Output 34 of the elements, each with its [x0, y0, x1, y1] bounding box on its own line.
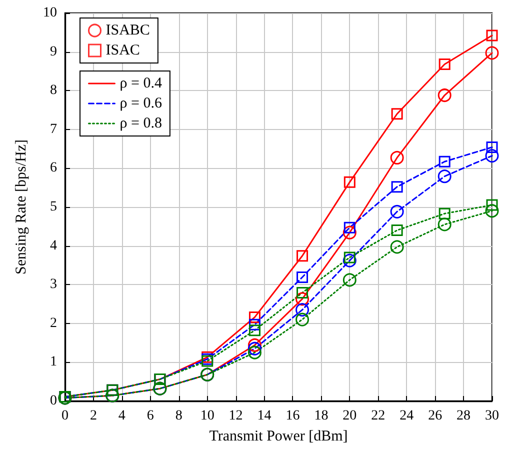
x-tick-label: 20	[342, 408, 357, 424]
y-tick-label: 10	[43, 6, 57, 20]
x-tick-label: 18	[314, 408, 328, 424]
x-tick-label: 22	[371, 408, 386, 424]
x-axis-title: Transmit Power [dBm]	[209, 428, 348, 444]
x-tick-label: 8	[175, 408, 182, 424]
y-tick-label: 7	[50, 122, 57, 137]
y-tick-label: 9	[50, 44, 57, 60]
x-tick-label: 4	[118, 408, 126, 424]
x-tick-label: 0	[62, 408, 68, 424]
x-tick-label: 30	[485, 408, 499, 424]
x-tick-label: 12	[228, 408, 243, 424]
y-tick-label: 1	[50, 354, 57, 370]
x-tick-label: 14	[257, 408, 272, 424]
x-tick-label: 28	[456, 408, 471, 424]
x-tick-label: 10	[200, 408, 214, 424]
x-tick-label: 6	[146, 408, 154, 424]
y-tick-label: 0	[50, 394, 57, 408]
x-tick-label: 16	[286, 408, 300, 424]
y-tick-label: 2	[50, 316, 57, 331]
y-tick-label: 6	[50, 160, 57, 176]
y-tick-label: 8	[50, 83, 57, 98]
x-tick-label: 2	[90, 408, 97, 424]
legend-label: ρ = 0.4	[120, 76, 162, 92]
y-tick-label: 3	[50, 277, 57, 292]
legend-label: ρ = 0.8	[120, 116, 162, 132]
legend-label: ISABC	[106, 22, 150, 38]
x-tick-label: 24	[400, 408, 414, 424]
legend-label: ISAC	[106, 42, 140, 58]
x-tick-label: 26	[428, 408, 442, 424]
legend-label: ρ = 0.6	[120, 96, 162, 112]
y-tick-label: 4	[50, 238, 57, 254]
y-axis-title: Sensing Rate [bps/Hz]	[14, 140, 30, 274]
y-tick-label: 5	[50, 200, 57, 214]
